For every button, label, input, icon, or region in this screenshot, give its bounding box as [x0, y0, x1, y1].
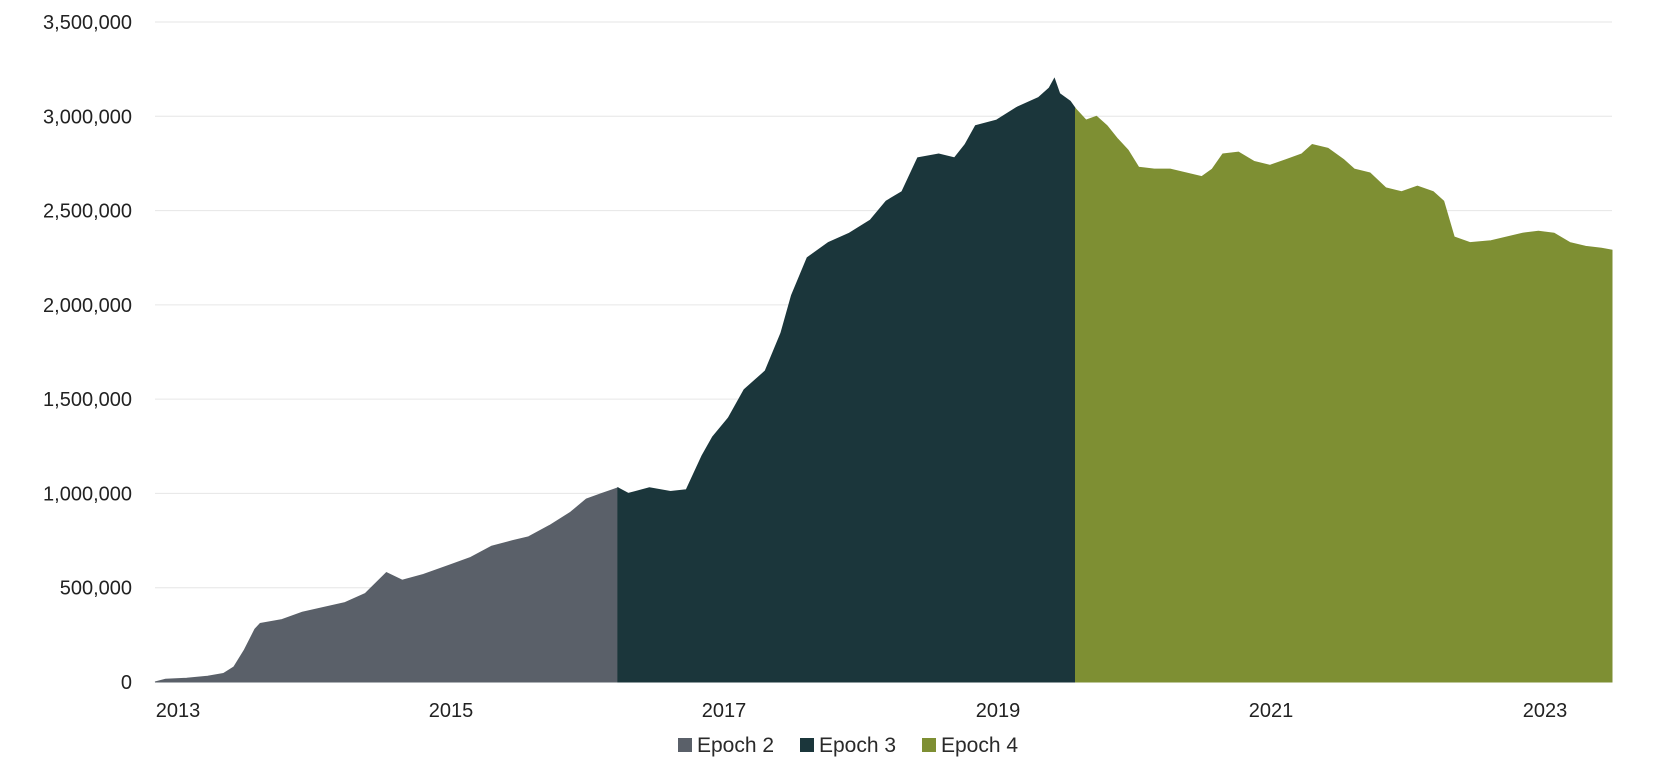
area-epoch-2	[154, 487, 619, 683]
x-tick-label: 2019	[976, 700, 1021, 722]
legend-item-epoch-3: Epoch 3	[800, 734, 896, 757]
y-tick-label: 3,000,000	[43, 106, 132, 128]
x-axis: 2013 2015 2017 2019 2021 2023	[156, 700, 1568, 722]
area-epoch-4	[1075, 107, 1613, 683]
y-tick-label: 500,000	[60, 578, 132, 600]
x-tick-label: 2013	[156, 700, 201, 722]
x-tick-label: 2017	[702, 700, 747, 722]
legend-swatch	[922, 738, 936, 752]
area-layer	[154, 77, 1613, 683]
y-tick-label: 2,000,000	[43, 295, 132, 317]
legend-swatch	[800, 738, 814, 752]
legend-label: Epoch 2	[697, 734, 774, 757]
x-tick-label: 2023	[1523, 700, 1568, 722]
legend-item-epoch-2: Epoch 2	[678, 734, 774, 757]
legend: Epoch 2 Epoch 3 Epoch 4	[678, 734, 1018, 757]
y-tick-label: 2,500,000	[43, 201, 132, 223]
y-tick-label: 1,500,000	[43, 389, 132, 411]
y-tick-label: 1,000,000	[43, 483, 132, 505]
legend-label: Epoch 4	[941, 734, 1018, 757]
x-tick-label: 2015	[429, 700, 474, 722]
legend-label: Epoch 3	[819, 734, 896, 757]
area-epoch-3	[617, 77, 1076, 683]
legend-item-epoch-4: Epoch 4	[922, 734, 1018, 757]
y-tick-label: 0	[121, 672, 132, 694]
x-tick-label: 2021	[1249, 700, 1294, 722]
y-axis: 0 500,000 1,000,000 1,500,000 2,000,000 2,500…	[43, 12, 132, 694]
legend-swatch	[678, 738, 692, 752]
y-tick-label: 3,500,000	[43, 12, 132, 34]
